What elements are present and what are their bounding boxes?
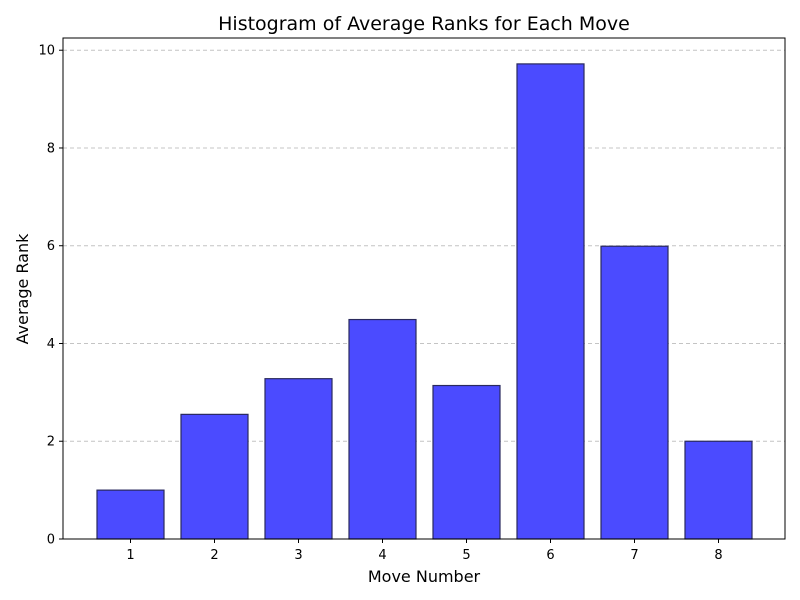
plot-frame [62, 37, 786, 540]
x-tick-label-6: 6 [546, 548, 554, 563]
bar-move-8 [684, 440, 753, 540]
x-tick-label-7: 7 [630, 548, 638, 563]
chart-title: Histogram of Average Ranks for Each Move [218, 13, 630, 35]
y-tick-label-8: 8 [47, 141, 55, 156]
x-axis-label: Move Number [368, 567, 481, 586]
x-tick-label-3: 3 [294, 548, 302, 563]
x-tick-label-1: 1 [126, 548, 134, 563]
bar-move-6 [516, 63, 585, 540]
y-tick-label-0: 0 [47, 533, 55, 548]
x-tick-label-5: 5 [462, 548, 470, 563]
bar-move-4 [348, 318, 417, 540]
y-tick-label-6: 6 [47, 239, 55, 254]
y-axis-label: Average Rank [13, 233, 32, 345]
x-tick-label-2: 2 [210, 548, 218, 563]
bar-move-2 [180, 413, 249, 540]
y-tick-label-10: 10 [38, 44, 55, 59]
bars [96, 63, 753, 540]
bar-move-5 [432, 384, 501, 540]
x-tick-label-8: 8 [714, 548, 722, 563]
y-tick-label-2: 2 [47, 435, 55, 450]
x-tick-label-4: 4 [378, 548, 386, 563]
gridlines [63, 49, 785, 442]
y-tick-label-4: 4 [47, 337, 55, 352]
bar-move-7 [600, 245, 669, 540]
bar-move-3 [264, 378, 333, 540]
bar-move-1 [96, 489, 165, 540]
